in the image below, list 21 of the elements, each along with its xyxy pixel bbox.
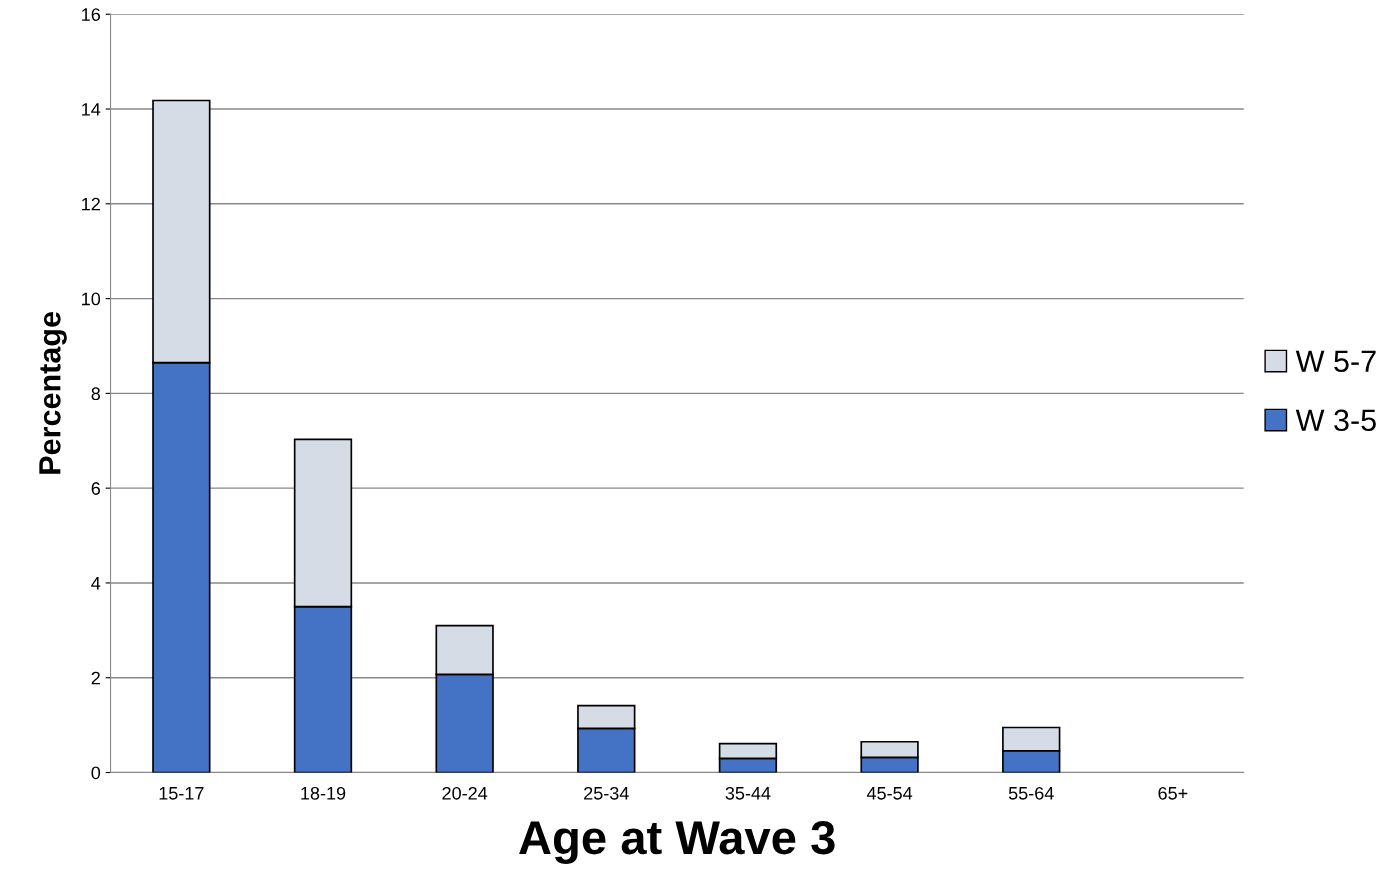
- y-tick-label: 8: [91, 387, 101, 401]
- legend-label: W 3-5: [1295, 409, 1376, 432]
- y-tick-label: 2: [91, 671, 100, 685]
- y-tick-label: 0: [91, 766, 101, 780]
- x-tick-label: 65+: [1158, 786, 1188, 800]
- x-axis-title: Age at Wave 3: [519, 820, 835, 864]
- x-tick-label: 55-64: [1008, 786, 1054, 800]
- y-tick-label: 4: [91, 577, 101, 590]
- x-tick-label: 25-34: [584, 786, 629, 800]
- y-tick-label: 12: [82, 197, 100, 211]
- y-tick-label: 14: [82, 103, 101, 116]
- x-tick-label: 20-24: [442, 786, 488, 800]
- legend-label: W 5-7: [1295, 350, 1376, 373]
- x-tick-label: 45-54: [866, 787, 913, 800]
- y-tick-label: 16: [82, 8, 101, 21]
- y-tick-label: 10: [82, 292, 101, 306]
- x-tick-label: 15-17: [159, 787, 204, 800]
- y-tick-label: 6: [91, 482, 101, 495]
- y-axis-title: Percentage: [39, 312, 67, 474]
- x-tick-label: 18-19: [301, 786, 346, 800]
- x-tick-label: 35-44: [725, 786, 771, 800]
